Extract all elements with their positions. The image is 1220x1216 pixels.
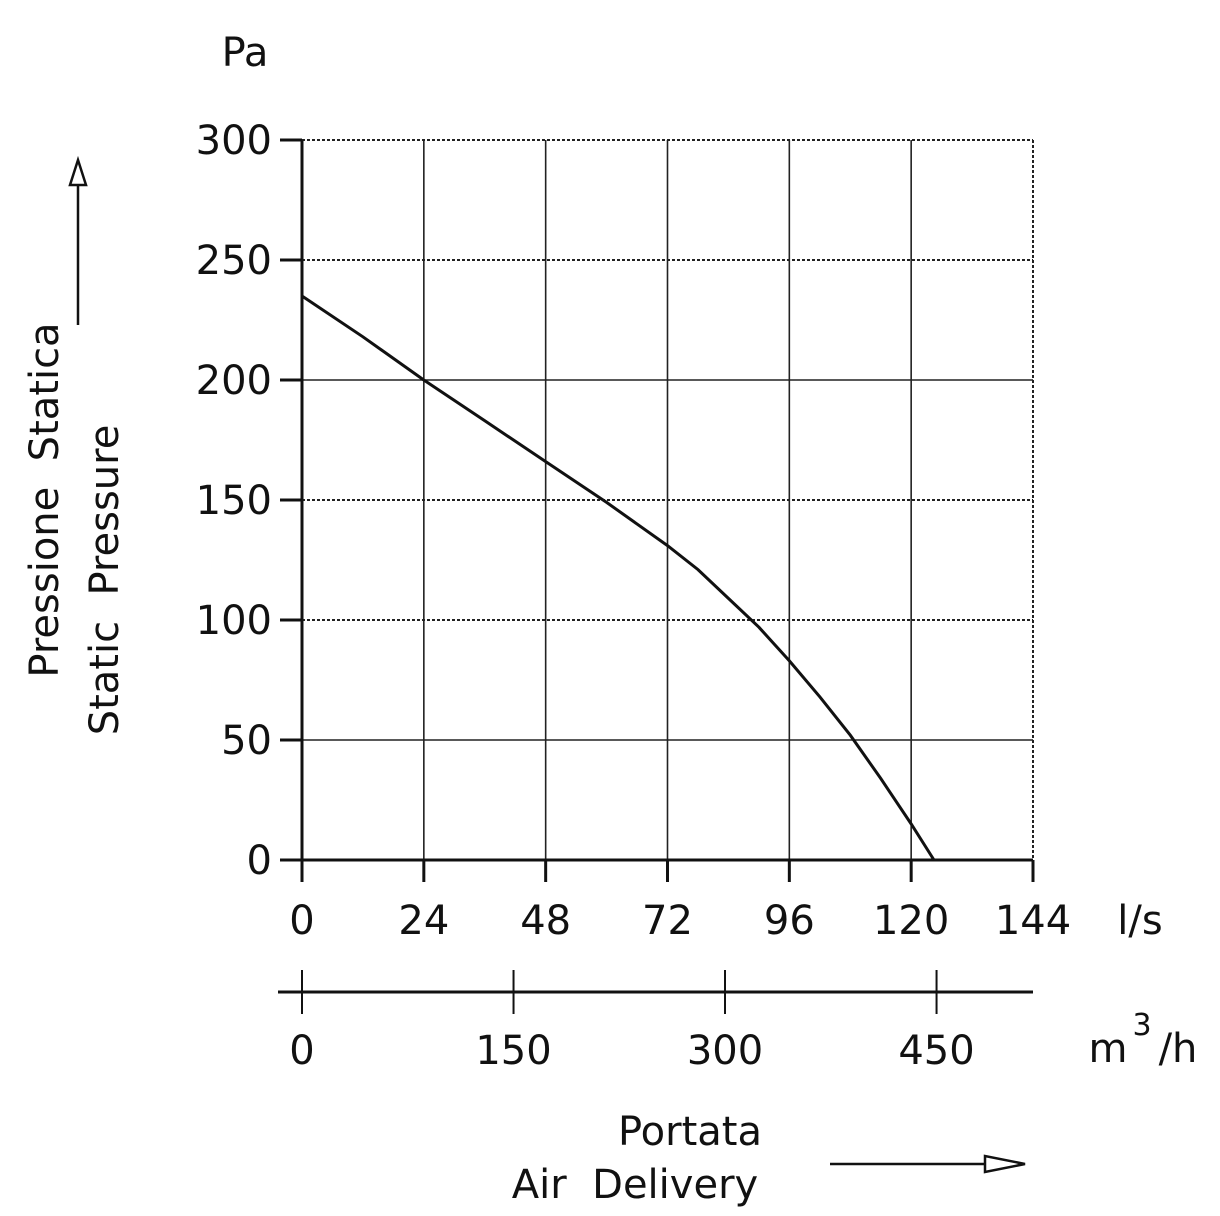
tick-labels: 0 50 100 150 200 250 300 0 24 48 72 96 120 144 0 150 300…: [196, 118, 1072, 1074]
x-tick-label: 48: [520, 898, 571, 944]
y-tick-label: 0: [247, 838, 272, 884]
x2-unit-exponent: 3: [1132, 1008, 1151, 1043]
y-unit-label: Pa: [222, 30, 269, 76]
x-tick-label: 72: [642, 898, 693, 944]
axes: [278, 140, 1033, 1014]
x-tick-label: 120: [873, 898, 949, 944]
y-tick-label: 100: [196, 598, 272, 644]
x-axis-title-line1: Portata: [618, 1109, 762, 1155]
x2-tick-label: 0: [289, 1028, 314, 1074]
y-tick-label: 50: [221, 718, 272, 764]
x-tick-label: 24: [398, 898, 449, 944]
y-tick-label: 300: [196, 118, 272, 164]
x-tick-label: 0: [289, 898, 314, 944]
x2-tick-label: 450: [898, 1028, 974, 1074]
y-tick-label: 150: [196, 478, 272, 524]
x-direction-arrow-icon: [830, 1156, 1025, 1172]
x2-unit-base: m: [1089, 1026, 1128, 1072]
x-unit-label: l/s: [1117, 898, 1162, 944]
y-axis-title-line2: Static Pressure: [82, 425, 128, 736]
x2-unit-label: m 3 /h: [1089, 1008, 1198, 1072]
x2-unit-tail: /h: [1159, 1026, 1198, 1072]
x-axis-title-line2: Air Delivery: [512, 1162, 758, 1208]
grid: [302, 140, 1033, 860]
y-axis-title-line1: Pressione Statica: [22, 322, 68, 677]
x-tick-label: 96: [764, 898, 815, 944]
y-direction-arrow-icon: [70, 160, 86, 325]
y-tick-label: 250: [196, 238, 272, 284]
x-tick-label: 144: [995, 898, 1071, 944]
y-tick-label: 200: [196, 358, 272, 404]
x2-tick-label: 300: [687, 1028, 763, 1074]
x2-tick-label: 150: [475, 1028, 551, 1074]
